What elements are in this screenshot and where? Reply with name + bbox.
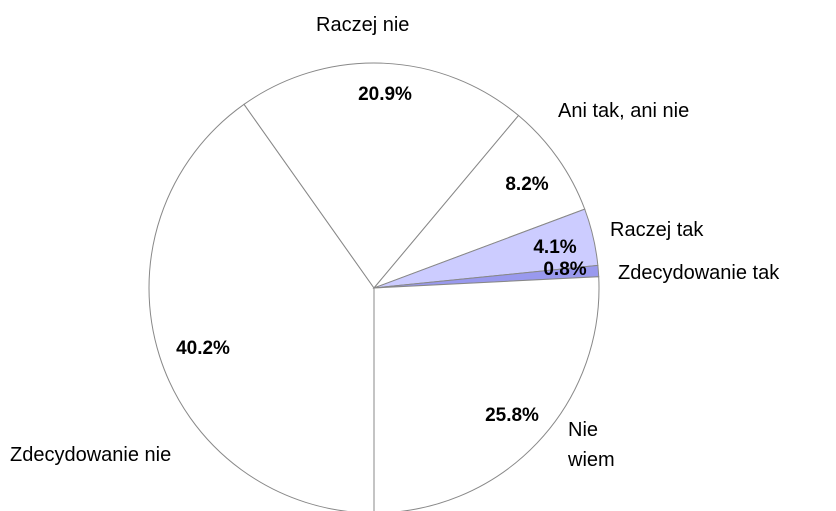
- category-label: Ani tak, ani nie: [558, 100, 690, 122]
- value-label: 40.2%: [176, 338, 230, 359]
- pie-slice: [373, 276, 600, 511]
- value-label: 4.1%: [533, 237, 576, 258]
- pie-slice: [148, 103, 375, 511]
- value-label: 20.9%: [358, 84, 412, 105]
- category-label: Nie wiem: [568, 419, 615, 471]
- category-label: Raczej nie: [316, 14, 410, 36]
- pie-slice: [243, 62, 520, 289]
- category-label: Zdecydowanie tak: [618, 262, 780, 284]
- category-label: Raczej tak: [610, 219, 704, 241]
- category-label: Zdecydowanie nie: [10, 444, 172, 466]
- value-label: 25.8%: [485, 405, 539, 426]
- pie-slice: [372, 114, 586, 290]
- value-label: 0.8%: [543, 259, 586, 280]
- value-label: 8.2%: [505, 174, 548, 195]
